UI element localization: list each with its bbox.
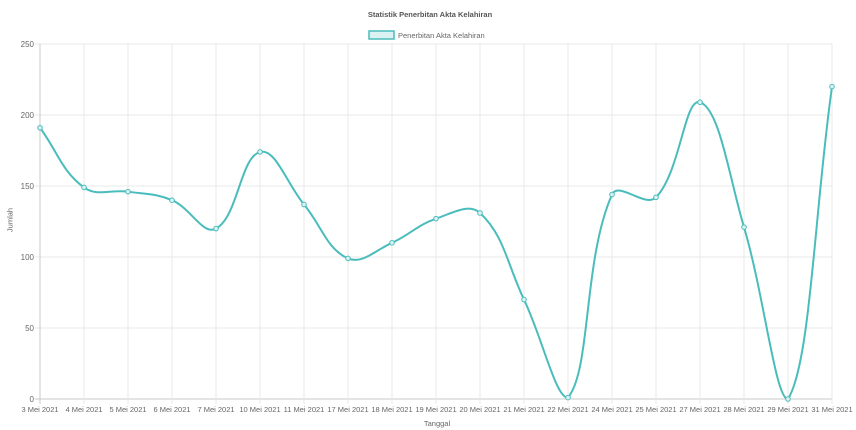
data-point[interactable] — [213, 225, 219, 232]
data-points — [37, 83, 835, 402]
x-tick-label: 20 Mei 2021 — [459, 405, 500, 414]
data-point[interactable] — [829, 83, 835, 90]
x-tick-label: 11 Mei 2021 — [284, 405, 325, 414]
y-tick-label: 0 — [30, 395, 35, 404]
data-point[interactable] — [301, 201, 307, 208]
x-tick-label: 25 Mei 2021 — [635, 405, 676, 414]
x-tick-label: 24 Mei 2021 — [591, 405, 632, 414]
x-tick-label: 31 Mei 2021 — [811, 405, 852, 414]
data-point[interactable] — [741, 224, 747, 230]
legend-label: Penerbitan Akta Kelahiran — [398, 31, 485, 40]
y-tick-label: 50 — [25, 324, 34, 333]
data-point[interactable] — [565, 394, 571, 401]
x-axis-ticks: 3 Mei 2021 4 Mei 2021 5 Mei 2021 6 Mei 2021… — [21, 405, 852, 414]
x-tick-label: 4 Mei 2021 — [65, 405, 102, 414]
x-tick-label: 22 Mei 2021 — [547, 405, 588, 414]
data-point[interactable] — [345, 255, 351, 262]
x-tick-label: 17 Mei 2021 — [327, 405, 368, 414]
x-tick-label: 27 Mei 2021 — [679, 405, 720, 414]
x-tick-label: 6 Mei 2021 — [153, 405, 190, 414]
data-point[interactable] — [785, 396, 791, 402]
x-tick-label: 21 Mei 2021 — [503, 405, 544, 414]
x-tick-label: 18 Mei 2021 — [371, 405, 412, 414]
x-tick-label: 28 Mei 2021 — [723, 405, 764, 414]
y-axis-ticks: 0 50 100 150 200 250 — [21, 40, 35, 404]
chart-title: Statistik Penerbitan Akta Kelahiran — [368, 10, 493, 19]
data-point[interactable] — [521, 296, 527, 303]
data-point[interactable] — [125, 188, 131, 195]
data-point[interactable] — [477, 210, 483, 216]
series-line-penerbitan — [39, 85, 833, 400]
data-point[interactable] — [389, 240, 395, 246]
data-point[interactable] — [433, 215, 439, 222]
x-tick-label: 3 Mei 2021 — [21, 405, 58, 414]
data-point[interactable] — [653, 194, 659, 201]
x-tick-label: 19 Mei 2021 — [415, 405, 456, 414]
legend-swatch — [368, 30, 395, 40]
data-point[interactable] — [37, 124, 43, 131]
data-point[interactable] — [257, 149, 263, 155]
y-axis-title: Jumlah — [6, 208, 15, 232]
y-tick-label: 250 — [21, 40, 35, 49]
y-tick-label: 150 — [21, 182, 35, 191]
data-point[interactable] — [609, 191, 615, 198]
data-point[interactable] — [697, 99, 703, 106]
x-tick-label: 7 Mei 2021 — [197, 405, 234, 414]
legend[interactable]: Penerbitan Akta Kelahiran — [368, 30, 485, 40]
x-axis-title: Tanggal — [424, 419, 451, 428]
y-tick-label: 100 — [21, 253, 35, 262]
grid — [35, 43, 833, 404]
data-point[interactable] — [81, 184, 87, 191]
x-tick-label: 10 Mei 2021 — [239, 405, 280, 414]
x-tick-label: 29 Mei 2021 — [767, 405, 808, 414]
y-tick-label: 200 — [21, 111, 35, 120]
data-point[interactable] — [169, 197, 175, 203]
x-tick-label: 5 Mei 2021 — [109, 405, 146, 414]
